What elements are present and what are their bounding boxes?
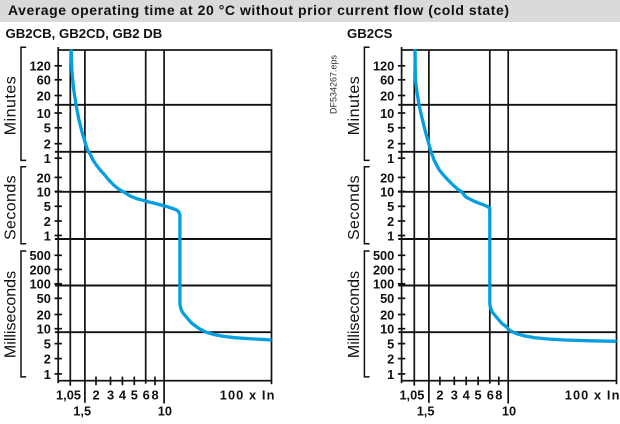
- svg-text:200: 200: [373, 262, 394, 277]
- svg-text:1: 1: [387, 228, 394, 243]
- svg-text:5: 5: [44, 337, 51, 352]
- svg-text:2: 2: [92, 387, 99, 402]
- svg-text:8: 8: [151, 387, 158, 402]
- svg-text:2: 2: [387, 214, 394, 229]
- svg-text:8: 8: [495, 387, 502, 402]
- svg-text:100: 100: [30, 277, 51, 292]
- svg-text:1,05: 1,05: [56, 387, 81, 402]
- svg-text:6: 6: [143, 387, 150, 402]
- svg-text:5: 5: [475, 387, 482, 402]
- svg-text:DF534267.eps: DF534267.eps: [329, 54, 339, 114]
- svg-text:20: 20: [380, 307, 394, 322]
- svg-text:5: 5: [44, 121, 51, 136]
- svg-text:60: 60: [380, 73, 394, 88]
- svg-text:20: 20: [380, 88, 394, 103]
- svg-text:2: 2: [44, 137, 51, 152]
- svg-text:100 x In: 100 x In: [220, 387, 276, 402]
- svg-text:10: 10: [380, 184, 394, 199]
- svg-text:2: 2: [44, 352, 51, 367]
- svg-text:2: 2: [436, 387, 443, 402]
- svg-text:10: 10: [37, 322, 51, 337]
- svg-text:200: 200: [30, 262, 51, 277]
- svg-text:4: 4: [119, 387, 127, 402]
- svg-text:2: 2: [387, 137, 394, 152]
- svg-text:1: 1: [44, 367, 51, 382]
- svg-text:5: 5: [387, 121, 394, 136]
- svg-text:1: 1: [44, 228, 51, 243]
- svg-text:5: 5: [387, 337, 394, 352]
- svg-text:Minutes: Minutes: [346, 76, 363, 136]
- svg-text:Average operating time at 20 °: Average operating time at 20 °C without …: [8, 2, 510, 18]
- svg-text:500: 500: [373, 248, 394, 263]
- svg-text:50: 50: [380, 291, 394, 306]
- svg-text:10: 10: [502, 404, 516, 419]
- svg-text:Milliseconds: Milliseconds: [3, 271, 20, 358]
- svg-text:1,5: 1,5: [417, 404, 435, 419]
- svg-text:20: 20: [37, 88, 51, 103]
- svg-text:1,05: 1,05: [399, 387, 424, 402]
- svg-text:100 x In: 100 x In: [565, 387, 620, 402]
- svg-text:60: 60: [37, 73, 51, 88]
- svg-text:10: 10: [380, 106, 394, 121]
- svg-text:10: 10: [158, 404, 172, 419]
- svg-text:10: 10: [37, 184, 51, 199]
- svg-text:3: 3: [451, 387, 458, 402]
- svg-text:2: 2: [44, 214, 51, 229]
- svg-text:10: 10: [380, 322, 394, 337]
- svg-text:Milliseconds: Milliseconds: [346, 271, 363, 358]
- svg-text:4: 4: [463, 387, 471, 402]
- svg-text:20: 20: [380, 170, 394, 185]
- svg-text:GB2CS: GB2CS: [347, 26, 393, 41]
- svg-text:20: 20: [37, 170, 51, 185]
- svg-text:1: 1: [387, 367, 394, 382]
- svg-text:1: 1: [44, 151, 51, 166]
- svg-text:6: 6: [487, 387, 494, 402]
- svg-text:10: 10: [37, 106, 51, 121]
- svg-text:GB2CB, GB2CD, GB2 DB: GB2CB, GB2CD, GB2 DB: [6, 26, 163, 41]
- svg-text:5: 5: [131, 387, 138, 402]
- svg-text:Seconds: Seconds: [346, 175, 363, 240]
- svg-text:120: 120: [30, 59, 51, 74]
- svg-text:1,5: 1,5: [73, 404, 91, 419]
- svg-text:3: 3: [107, 387, 114, 402]
- svg-text:20: 20: [37, 307, 51, 322]
- svg-text:Minutes: Minutes: [3, 76, 20, 136]
- svg-text:2: 2: [387, 352, 394, 367]
- svg-text:5: 5: [44, 199, 51, 214]
- svg-text:5: 5: [387, 199, 394, 214]
- svg-text:500: 500: [30, 248, 51, 263]
- svg-text:Seconds: Seconds: [3, 175, 20, 240]
- svg-text:100: 100: [373, 277, 394, 292]
- svg-text:1: 1: [387, 151, 394, 166]
- svg-text:50: 50: [37, 291, 51, 306]
- svg-text:120: 120: [373, 59, 394, 74]
